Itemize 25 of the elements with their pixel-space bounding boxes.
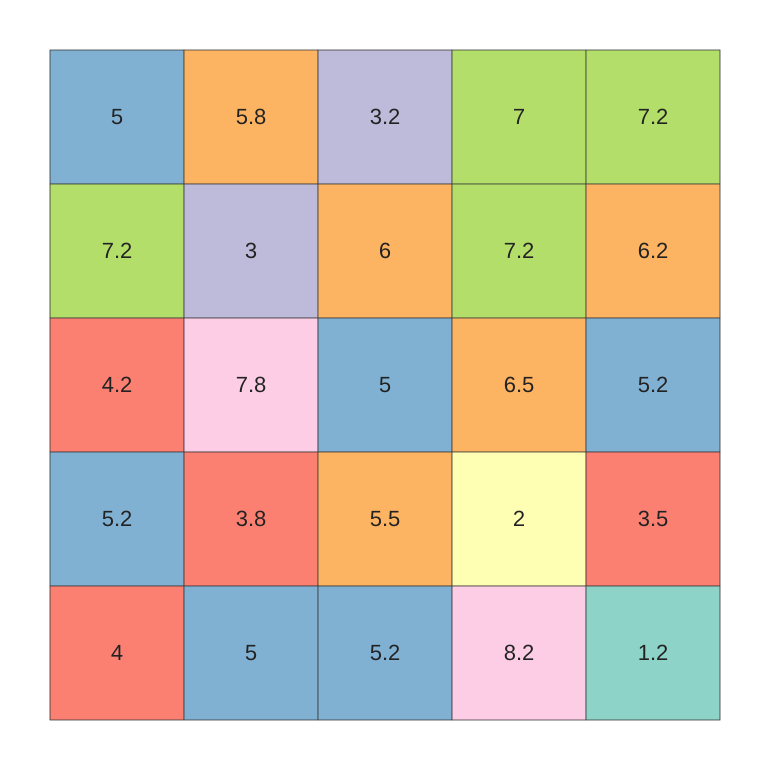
data-label: 2 [512,506,526,531]
data-label: 3.2 [370,104,400,129]
data-label: 5.2 [370,640,400,665]
data-label: 7 [512,104,526,129]
data-label: 3.8 [236,506,266,531]
data-label: 1.2 [638,640,668,665]
data-label: 3.5 [638,506,668,531]
data-label: 6.2 [638,238,668,263]
data-label: 6 [378,238,392,263]
data-label: 5 [378,372,392,397]
data-label: 5 [244,640,258,665]
data-label: 5.2 [102,506,132,531]
data-label: 4 [110,640,124,665]
data-label: 7.2 [102,238,132,263]
data-label: 7.2 [638,104,668,129]
data-label: 7.2 [504,238,534,263]
data-label: 5.2 [638,372,668,397]
data-label: 7.8 [236,372,266,397]
data-label: 5.5 [370,506,400,531]
data-label: 6.5 [504,372,534,397]
data-label: 5 [110,104,124,129]
data-label: 5.8 [236,104,266,129]
data-label: 8.2 [504,640,534,665]
data-label: 3 [244,238,258,263]
data-label: 4.2 [102,372,132,397]
